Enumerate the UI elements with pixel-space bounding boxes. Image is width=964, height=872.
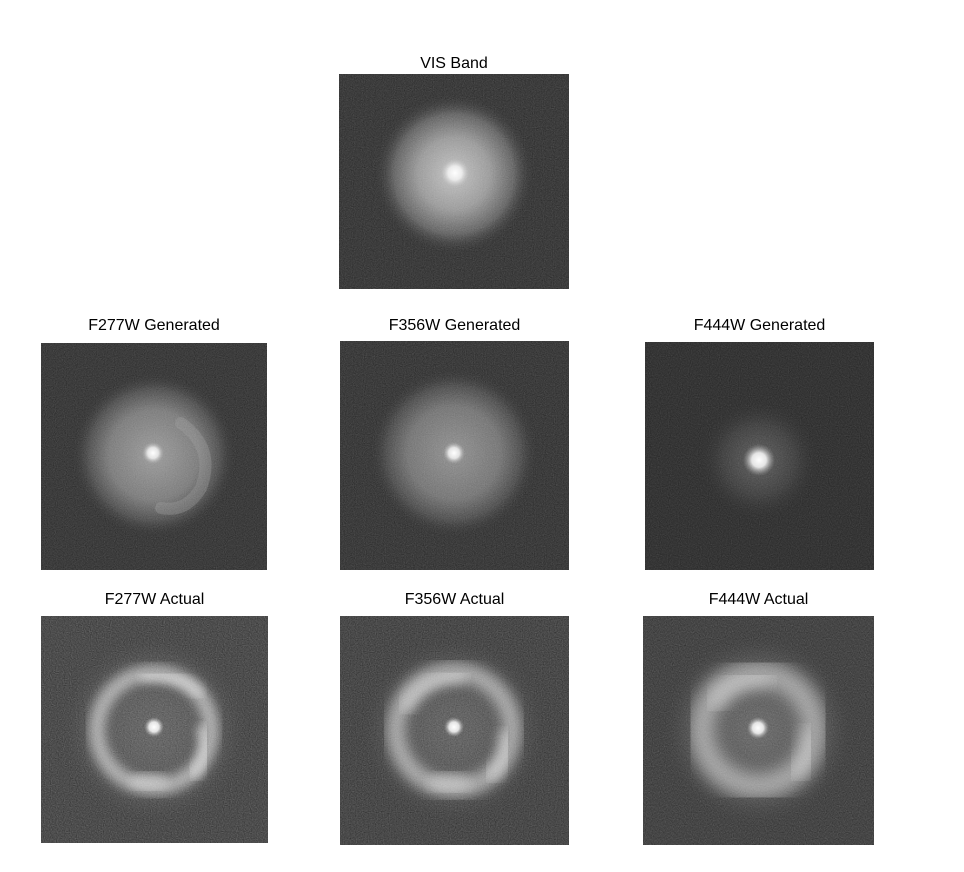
panel-title: F444W Generated bbox=[693, 317, 826, 334]
panel-title: F356W Actual bbox=[404, 591, 505, 608]
galaxy-image bbox=[41, 343, 267, 570]
galaxy-image bbox=[643, 616, 874, 845]
galaxy-image bbox=[645, 342, 874, 570]
panel-f444w-actual: F444W Actual bbox=[643, 590, 874, 845]
panel-title: F444W Actual bbox=[708, 591, 809, 608]
panel-f277w-actual: F277W Actual bbox=[41, 590, 268, 843]
galaxy-image bbox=[340, 616, 569, 845]
panel-f356w-actual: F356W Actual bbox=[340, 590, 569, 845]
panel-title: VIS Band bbox=[420, 55, 488, 72]
panel-vis-band: VIS Band bbox=[339, 54, 569, 290]
galaxy-image bbox=[41, 616, 268, 843]
panel-title: F277W Actual bbox=[104, 591, 205, 608]
panel-title: F356W Generated bbox=[388, 317, 521, 334]
panel-f277w-generated: F277W Generated bbox=[41, 316, 267, 570]
galaxy-image bbox=[339, 74, 569, 289]
panel-f356w-generated: F356W Generated bbox=[340, 316, 569, 570]
galaxy-image bbox=[340, 341, 569, 570]
panel-f444w-generated: F444W Generated bbox=[645, 316, 874, 570]
panel-title: F277W Generated bbox=[88, 317, 220, 334]
